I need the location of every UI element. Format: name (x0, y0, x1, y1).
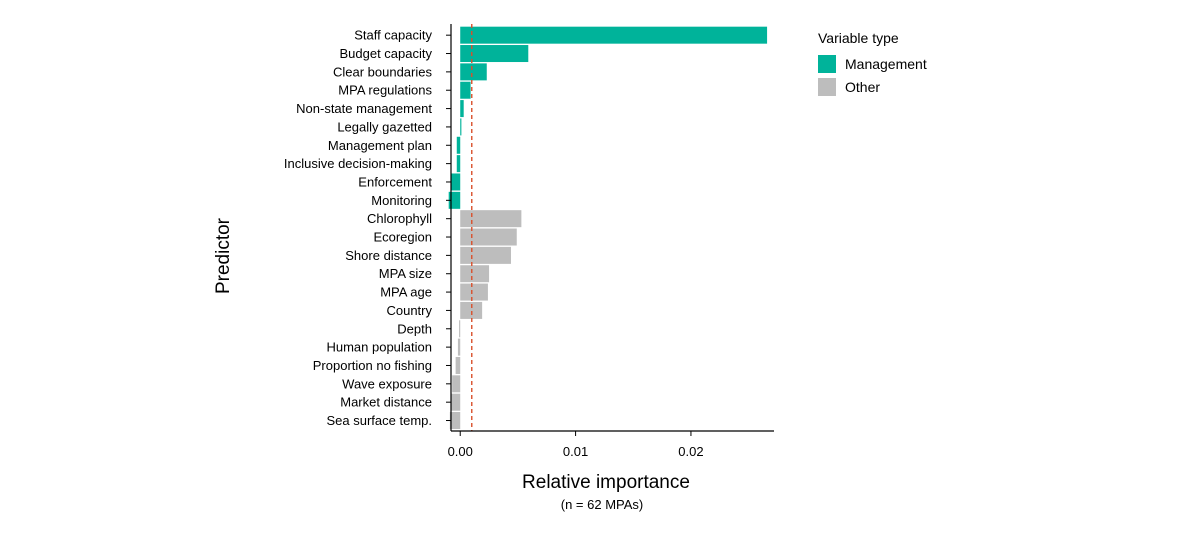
y-tick-label-monitoring: Monitoring (371, 193, 432, 208)
bar-mpa-regulations (460, 81, 471, 99)
y-tick-label-shore-distance: Shore distance (345, 248, 432, 263)
bar-clear-boundaries (460, 63, 487, 81)
y-tick-label-legally-gazetted: Legally gazetted (337, 119, 432, 134)
y-tick-label-sea-surface-temp: Sea surface temp. (327, 413, 433, 428)
legend-title: Variable type (818, 30, 899, 46)
bars-group (448, 26, 768, 430)
y-tick-labels: Staff capacity Budget capacity Clear bound… (284, 28, 433, 428)
x-tick-label-0-02: 0.02 (678, 444, 703, 459)
bar-mpa-size (460, 265, 490, 283)
y-tick-label-staff-capacity: Staff capacity (354, 28, 432, 43)
bar-management-plan (456, 136, 461, 154)
y-tick-label-management-plan: Management plan (328, 138, 432, 153)
y-tick-label-depth: Depth (397, 321, 432, 336)
bar-ecoregion (460, 228, 517, 246)
y-tick-label-ecoregion: Ecoregion (373, 230, 432, 245)
bar-enforcement (451, 173, 461, 191)
y-tick-label-chlorophyll: Chlorophyll (367, 211, 432, 226)
legend-swatch-management (818, 55, 836, 73)
legend-swatch-other (818, 78, 836, 96)
bar-proportion-no-fishing (455, 356, 461, 374)
bar-mpa-age (460, 283, 488, 301)
y-tick-label-budget-capacity: Budget capacity (339, 46, 432, 61)
bar-shore-distance (460, 246, 511, 264)
bar-wave-exposure (452, 375, 461, 393)
legend: Variable type Management Other (818, 30, 927, 96)
y-tick-label-mpa-size: MPA size (379, 266, 432, 281)
y-tick-label-wave-exposure: Wave exposure (342, 376, 432, 391)
bar-legally-gazetted (460, 118, 462, 136)
bar-monitoring (448, 191, 461, 209)
y-tick-label-market-distance: Market distance (340, 395, 432, 410)
y-ticks (446, 34, 451, 422)
y-tick-label-enforcement: Enforcement (358, 174, 432, 189)
bar-market-distance (451, 393, 461, 411)
y-tick-label-clear-boundaries: Clear boundaries (333, 64, 433, 79)
y-tick-label-proportion-no-fishing: Proportion no fishing (313, 358, 432, 373)
bar-chlorophyll (460, 210, 522, 228)
legend-label-management: Management (845, 56, 927, 72)
y-tick-label-human-population: Human population (326, 340, 432, 355)
x-ticks: 0.00 0.01 0.02 (448, 431, 704, 459)
bar-inclusive-decision-making (456, 155, 461, 173)
y-tick-label-mpa-age: MPA age (380, 285, 432, 300)
bar-staff-capacity (460, 26, 768, 44)
bar-country (460, 301, 483, 319)
y-axis-title: Predictor (213, 217, 234, 294)
legend-label-other: Other (845, 79, 880, 95)
bar-budget-capacity (460, 45, 529, 63)
bar-non-state-management (460, 100, 464, 118)
y-tick-label-mpa-regulations: MPA regulations (338, 83, 432, 98)
x-tick-label-0-01: 0.01 (563, 444, 588, 459)
y-tick-label-inclusive-decision-making: Inclusive decision-making (284, 156, 432, 171)
y-tick-label-non-state-management: Non-state management (296, 101, 432, 116)
bar-depth (459, 320, 461, 338)
bar-human-population (457, 338, 461, 356)
x-tick-label-0-00: 0.00 (448, 444, 473, 459)
bar-sea-surface-temp (449, 412, 461, 430)
x-axis-title: Relative importance (522, 472, 690, 493)
y-tick-label-country: Country (386, 303, 432, 318)
x-axis-subtitle: (n = 62 MPAs) (561, 497, 643, 512)
